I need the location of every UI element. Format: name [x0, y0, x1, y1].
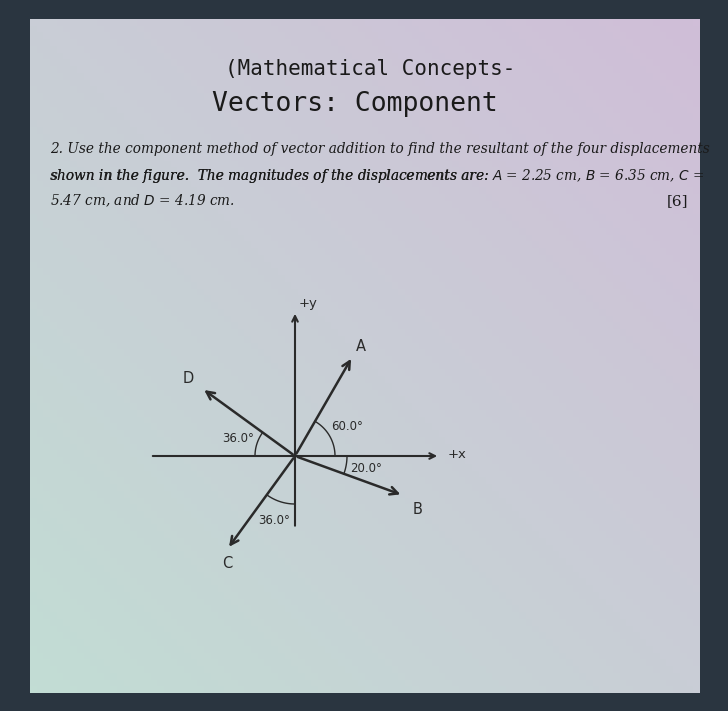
Bar — [700, 0, 728, 711]
Text: C: C — [222, 555, 232, 570]
Text: 36.0°: 36.0° — [258, 514, 290, 527]
Text: shown in the figure.  The magnitudes of the displacements are:: shown in the figure. The magnitudes of t… — [50, 169, 494, 183]
Text: 36.0°: 36.0° — [222, 432, 253, 445]
Text: +y: +y — [299, 296, 318, 309]
Bar — [0, 693, 728, 711]
Text: 20.0°: 20.0° — [350, 462, 382, 475]
Bar — [0, 0, 728, 19]
Text: (Mathematical Concepts-: (Mathematical Concepts- — [225, 59, 515, 79]
Text: 2. Use the component method of vector addition to find the resultant of the four: 2. Use the component method of vector ad… — [50, 142, 710, 156]
Text: 60.0°: 60.0° — [331, 419, 363, 432]
Bar — [0, 0, 30, 711]
Text: D: D — [182, 371, 194, 386]
Text: 5.47 cm, and $D$ = 4.19 cm.: 5.47 cm, and $D$ = 4.19 cm. — [50, 193, 234, 209]
Text: [6]: [6] — [667, 194, 688, 208]
Text: B: B — [412, 502, 422, 517]
Text: A: A — [355, 339, 365, 354]
Text: +x: +x — [448, 447, 467, 461]
Text: shown in the figure.  The magnitudes of the displacements are: $A$ = 2.25 cm, $B: shown in the figure. The magnitudes of t… — [50, 167, 704, 185]
Text: Vectors: Component: Vectors: Component — [212, 91, 498, 117]
